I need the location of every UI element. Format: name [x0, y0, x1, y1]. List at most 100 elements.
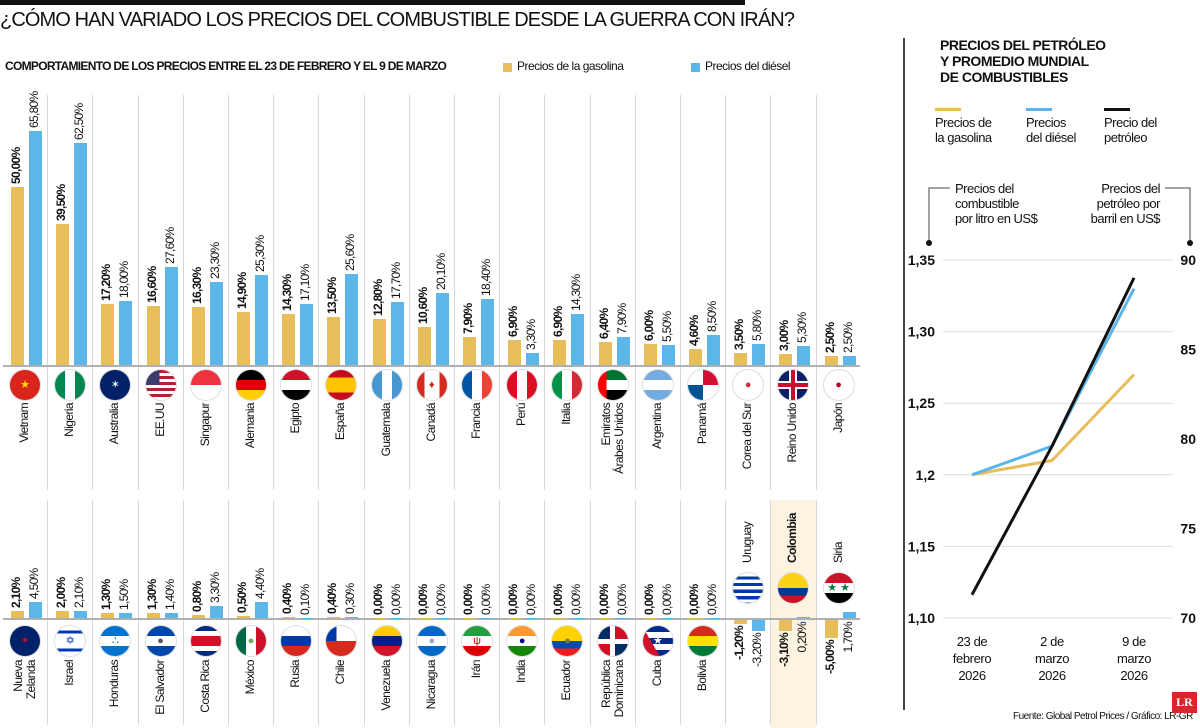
country-name: Francia	[469, 403, 483, 439]
left-axis-dot	[926, 240, 932, 246]
right-tick-label: 85	[1180, 342, 1196, 358]
country-name: Nicaragua	[423, 660, 438, 710]
diesel-value-label: 5,80%	[750, 310, 765, 342]
diesel-value-label: 0,00%	[479, 584, 493, 615]
gasoline-value-label: 0,50%	[235, 582, 249, 614]
legend-line-oil-label: Precio del petróleo	[1104, 115, 1157, 145]
diesel-value-label: 27,60%	[162, 227, 177, 264]
gasoline-value-label: 0,00%	[596, 584, 611, 615]
flag-nigeria-icon	[55, 370, 86, 400]
gasoline-value-label: 2,50%	[822, 322, 837, 354]
diesel-bar	[752, 344, 766, 365]
gasoline-value-label: 14,30%	[280, 274, 295, 312]
column-divider	[273, 500, 275, 725]
country-name: Ecuador	[559, 660, 574, 701]
line-chart-title: PRECIOS DEL PETRÓLEO Y PROMEDIO MUNDIAL …	[940, 37, 1106, 85]
left-axis-title: Precios del combustible por litro en US$	[955, 181, 1038, 226]
diesel-bar	[797, 617, 811, 618]
gasoline-value-label: 7,90%	[461, 303, 475, 334]
diesel-value-label: 1,40%	[162, 579, 177, 611]
gasoline-value-label: 1,30%	[99, 579, 114, 611]
legend-diesel-swatch	[691, 63, 700, 72]
country-name: Perú	[514, 403, 529, 426]
flag-cuba-icon: ★	[642, 626, 673, 656]
diesel-value-label: 65,80%	[27, 91, 41, 128]
country-name: Panamá	[695, 403, 709, 445]
legend-line-gasoline	[935, 108, 961, 111]
flag-chile-icon	[326, 626, 357, 656]
column-divider	[92, 95, 94, 490]
flag-panama-icon	[688, 370, 718, 400]
diesel-value-label: 3,30%	[524, 319, 539, 351]
diesel-bar	[255, 602, 268, 618]
oil-line	[970, 277, 1136, 596]
gasoline-bar	[689, 618, 702, 619]
column-divider	[499, 500, 501, 725]
left-tick-label: 1,2	[916, 467, 936, 483]
diesel-value-label: 25,60%	[343, 234, 358, 271]
gasoline-bar	[824, 356, 838, 365]
column-divider	[770, 95, 772, 490]
left-axis-bracket	[928, 187, 950, 243]
column-divider	[47, 95, 49, 490]
page-title: ¿CÓMO HAN VARIADO LOS PRECIOS DEL COMBUS…	[0, 9, 795, 31]
legend-line-diesel-label: Precios del diésel	[1026, 115, 1076, 145]
gasoline-value-label: 13,50%	[325, 277, 340, 314]
gasoline-value-label: 0,40%	[325, 583, 340, 614]
flag-bolivia-icon	[688, 626, 718, 656]
flag-russia-icon	[281, 626, 312, 656]
gasoline-bar	[237, 311, 250, 365]
gasoline-value-label: 0,00%	[370, 584, 385, 615]
column-divider	[182, 500, 184, 725]
country-name: España	[333, 403, 348, 441]
column-divider	[92, 500, 94, 725]
legend-diesel-label: Precios del diésel	[705, 59, 791, 73]
legend-gasoline-label: Precios de la gasolina	[517, 59, 624, 73]
right-axis-dot	[1187, 240, 1193, 246]
country-name: Nigeria	[62, 403, 77, 437]
diesel-bar	[526, 618, 540, 619]
lr-logo: LR	[1172, 692, 1197, 713]
diesel-bar	[435, 618, 449, 619]
flag-italy-icon	[552, 370, 583, 400]
right-tick-label: 90	[1180, 252, 1196, 268]
gasoline-bar	[372, 618, 386, 619]
diesel-value-label: 14,30%	[569, 274, 584, 312]
gasoline-value-label: 39,50%	[54, 184, 69, 222]
gasoline-bar	[56, 224, 70, 365]
country-name: Honduras	[107, 660, 122, 708]
left-tick-label: 1,30	[908, 324, 935, 340]
gasoline-value-label: 10,60%	[415, 287, 430, 325]
column-divider	[680, 500, 681, 725]
diesel-bar	[571, 618, 585, 619]
diesel-value-label: 0,30%	[343, 583, 358, 614]
gasoline-bar	[508, 340, 522, 365]
diesel-value-label: 0,00%	[614, 584, 629, 615]
flag-canada-icon: ♦	[416, 370, 447, 400]
line-chart: 1,10 1,15 1,2 1,25 1,30 1,35 70 75 80 85 90 23 de fe…	[908, 187, 1196, 683]
gasoline-bar	[417, 327, 431, 365]
diesel-value-label: 5,30%	[795, 312, 810, 344]
gasoline-value-label: 0,40%	[280, 583, 295, 614]
country-name: Vietnam	[17, 403, 31, 443]
column-divider	[499, 95, 501, 490]
diesel-bar	[616, 618, 630, 619]
column-divider	[318, 500, 320, 725]
gasoline-value-label: 6,00%	[641, 310, 656, 341]
diesel-value-label: 0,20%	[795, 622, 810, 653]
gasoline-bar	[327, 316, 341, 365]
country-name: Guatemala	[378, 403, 393, 457]
legend-line-gasoline-label: Precios de la gasolina	[935, 115, 992, 145]
diesel-bar	[752, 620, 766, 632]
diesel-value-label: 2,10%	[72, 576, 87, 608]
right-tick-label: 75	[1180, 521, 1196, 537]
flag-colombia-icon	[778, 573, 809, 603]
gasoline-bar	[643, 343, 657, 365]
gasoline-bar	[734, 620, 748, 625]
flag-israel-icon: ✡	[55, 626, 86, 656]
gasoline-value-label: 1,30%	[144, 579, 159, 611]
country-name: Emiratos Árabes Unidos	[598, 403, 626, 474]
gasoline-value-label: 0,00%	[687, 584, 701, 615]
diesel-value-label: 0,00%	[524, 584, 539, 615]
gasoline-value-label: 3,50%	[732, 319, 747, 350]
